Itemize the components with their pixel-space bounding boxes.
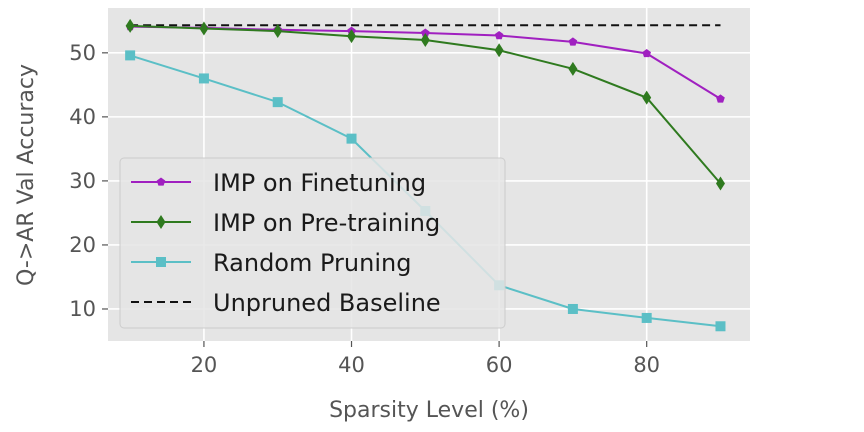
data-point-marker bbox=[199, 21, 209, 36]
series-imp-on-pre-training bbox=[125, 18, 725, 191]
data-point-marker bbox=[494, 31, 504, 40]
data-point-marker bbox=[642, 90, 652, 105]
legend-label: Random Pruning bbox=[213, 249, 411, 277]
data-point-marker bbox=[125, 18, 135, 33]
data-point-marker bbox=[272, 97, 283, 108]
legend-box bbox=[119, 157, 506, 329]
data-point-marker bbox=[421, 28, 430, 37]
legend-label: IMP on Pre-training bbox=[213, 209, 440, 237]
data-point-marker bbox=[568, 61, 578, 76]
data-point-marker bbox=[642, 49, 651, 58]
data-point-marker bbox=[198, 73, 209, 84]
x-tick-label: 80 bbox=[633, 353, 660, 377]
data-point-marker bbox=[715, 321, 726, 332]
data-point-marker bbox=[156, 257, 166, 267]
data-point-marker bbox=[567, 303, 578, 314]
y-axis-label: Q->AR Val Accuracy bbox=[14, 64, 39, 286]
data-point-marker bbox=[125, 50, 136, 61]
legend-label: Unpruned Baseline bbox=[213, 289, 441, 317]
data-point-marker bbox=[420, 33, 430, 48]
x-tick-label: 40 bbox=[338, 353, 365, 377]
y-tick-label: 40 bbox=[69, 105, 96, 129]
data-point-marker bbox=[347, 29, 357, 44]
x-axis-label: Sparsity Level (%) bbox=[329, 398, 529, 423]
data-point-marker bbox=[715, 176, 725, 191]
data-point-marker bbox=[494, 43, 504, 58]
x-axis-ticks: 20 40 60 80 bbox=[191, 341, 660, 377]
x-tick-label: 20 bbox=[191, 353, 218, 377]
legend-item: Unpruned Baseline bbox=[131, 289, 441, 317]
legend-item: Random Pruning bbox=[131, 249, 411, 277]
x-tick-label: 60 bbox=[486, 353, 513, 377]
y-tick-label: 50 bbox=[69, 41, 96, 65]
legend-item: IMP on Pre-training bbox=[131, 209, 440, 237]
y-axis-ticks: 10 20 30 40 50 bbox=[69, 41, 108, 321]
y-tick-label: 30 bbox=[69, 169, 96, 193]
data-point-marker bbox=[641, 312, 652, 323]
data-point-marker bbox=[568, 37, 578, 46]
data-point-marker bbox=[156, 215, 166, 229]
legend: IMP on Finetuning IMP on Pre-training Rand… bbox=[119, 157, 506, 329]
legend-label: IMP on Finetuning bbox=[213, 169, 426, 197]
data-point-marker bbox=[273, 24, 283, 39]
y-tick-label: 20 bbox=[69, 233, 96, 257]
data-point-marker bbox=[156, 177, 166, 186]
data-point-marker bbox=[346, 133, 357, 144]
y-tick-label: 10 bbox=[69, 297, 96, 321]
data-point-marker bbox=[716, 94, 725, 103]
legend-item: IMP on Finetuning bbox=[131, 169, 426, 197]
